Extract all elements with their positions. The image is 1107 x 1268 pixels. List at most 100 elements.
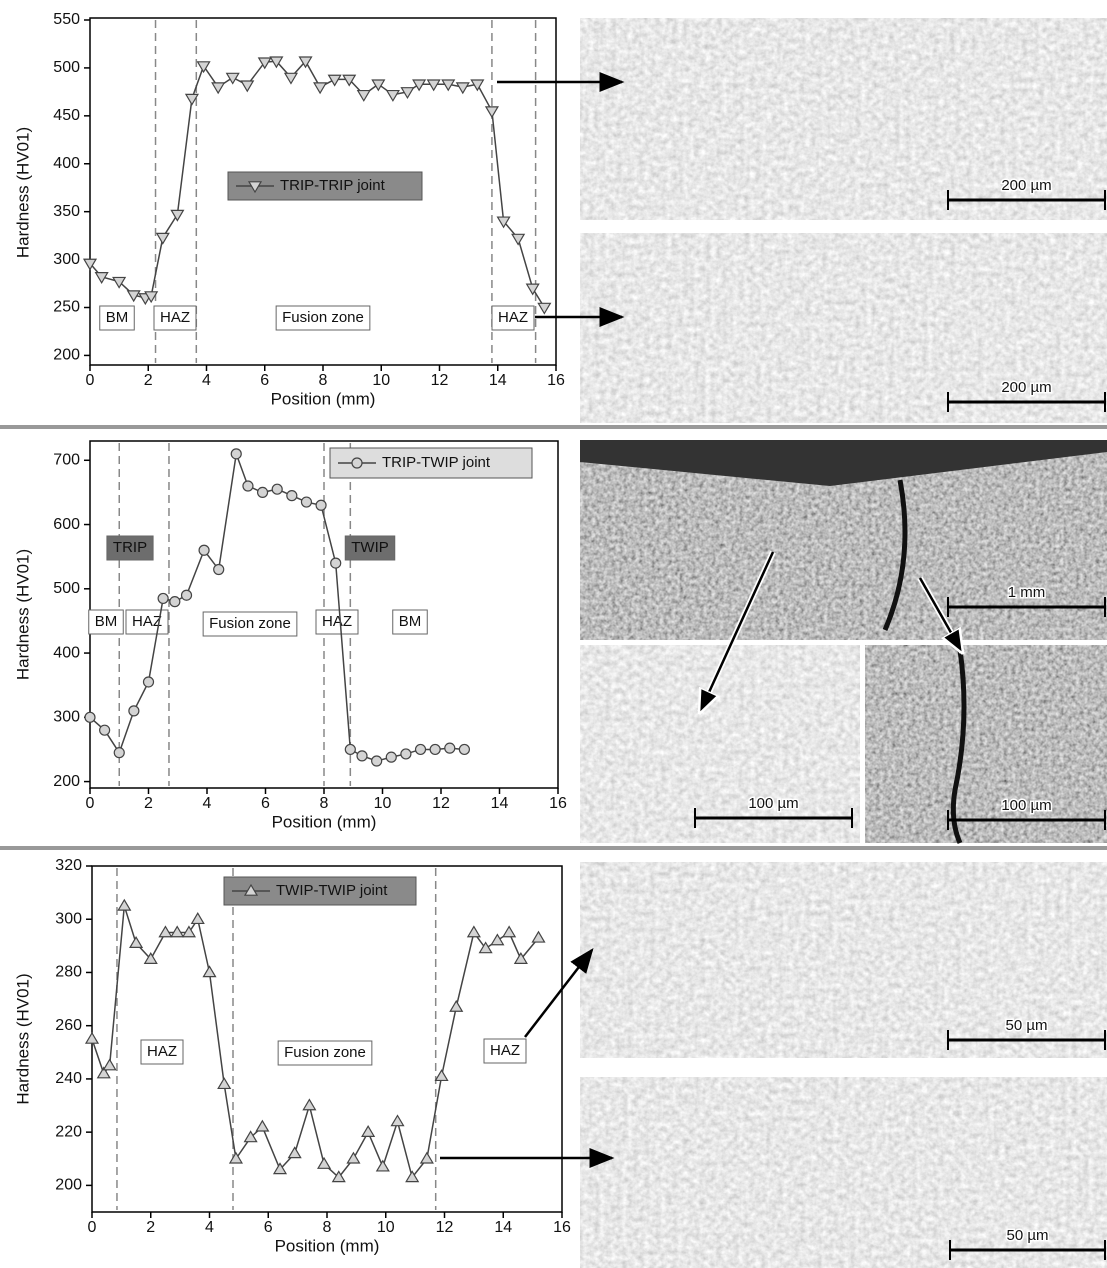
x-tick-label: 10 bbox=[377, 1219, 395, 1236]
x-tick-label: 14 bbox=[491, 795, 509, 812]
data-point bbox=[331, 558, 341, 568]
data-point bbox=[430, 744, 440, 754]
data-point bbox=[445, 743, 455, 753]
figure: 2002503003504004505005500246810121416Pos… bbox=[0, 0, 1107, 1268]
y-tick-label: 300 bbox=[53, 251, 80, 268]
separator bbox=[0, 846, 1107, 850]
y-tick-label: 300 bbox=[55, 910, 82, 927]
x-axis-label: Position (mm) bbox=[271, 389, 376, 408]
data-point bbox=[199, 545, 209, 555]
zone-label: BM bbox=[95, 613, 118, 630]
data-point bbox=[372, 756, 382, 766]
data-point bbox=[416, 744, 426, 754]
scale-label: 100 µm bbox=[1001, 797, 1051, 814]
zone-label: HAZ bbox=[490, 1042, 520, 1059]
data-point bbox=[386, 752, 396, 762]
data-point bbox=[287, 491, 297, 501]
zone-label: BM bbox=[106, 309, 129, 326]
x-tick-label: 8 bbox=[323, 1219, 332, 1236]
x-tick-label: 2 bbox=[144, 795, 153, 812]
data-point bbox=[357, 751, 367, 761]
x-tick-label: 0 bbox=[88, 1219, 97, 1236]
zone-label: HAZ bbox=[322, 613, 352, 630]
y-tick-label: 600 bbox=[53, 516, 80, 533]
x-tick-label: 4 bbox=[202, 372, 211, 389]
y-tick-label: 300 bbox=[53, 709, 80, 726]
zone-label: Fusion zone bbox=[284, 1044, 366, 1061]
x-tick-label: 14 bbox=[494, 1219, 512, 1236]
data-point bbox=[243, 481, 253, 491]
scale-label: 50 µm bbox=[1007, 1227, 1049, 1244]
y-tick-label: 250 bbox=[53, 299, 80, 316]
x-tick-label: 16 bbox=[547, 372, 565, 389]
data-point bbox=[182, 590, 192, 600]
zone-label: Fusion zone bbox=[209, 615, 291, 632]
x-tick-label: 6 bbox=[264, 1219, 273, 1236]
y-tick-label: 200 bbox=[55, 1177, 82, 1194]
zone-label: HAZ bbox=[147, 1043, 177, 1060]
x-tick-label: 0 bbox=[86, 372, 95, 389]
x-tick-label: 6 bbox=[260, 372, 269, 389]
y-tick-label: 260 bbox=[55, 1017, 82, 1034]
data-point bbox=[345, 744, 355, 754]
legend-label: TWIP-TWIP joint bbox=[276, 882, 388, 899]
y-tick-label: 280 bbox=[55, 964, 82, 981]
x-tick-label: 8 bbox=[319, 372, 328, 389]
scale-label: 50 µm bbox=[1006, 1017, 1048, 1034]
data-point bbox=[258, 487, 268, 497]
y-tick-label: 240 bbox=[55, 1070, 82, 1087]
zone-label: HAZ bbox=[160, 309, 190, 326]
y-tick-label: 450 bbox=[53, 107, 80, 124]
x-tick-label: 4 bbox=[203, 795, 212, 812]
legend-label: TRIP-TWIP joint bbox=[382, 454, 491, 471]
y-tick-label: 400 bbox=[53, 155, 80, 172]
y-axis-label: Hardness (HV01) bbox=[13, 549, 32, 680]
y-axis-label: Hardness (HV01) bbox=[13, 127, 32, 258]
x-tick-label: 14 bbox=[489, 372, 507, 389]
x-tick-label: 10 bbox=[372, 372, 390, 389]
data-point bbox=[170, 597, 180, 607]
x-tick-label: 12 bbox=[431, 372, 449, 389]
y-tick-label: 200 bbox=[53, 773, 80, 790]
y-axis-label: Hardness (HV01) bbox=[13, 973, 32, 1104]
scale-label: 100 µm bbox=[748, 795, 798, 812]
data-point bbox=[214, 565, 224, 575]
data-point bbox=[144, 677, 154, 687]
x-tick-label: 16 bbox=[553, 1219, 571, 1236]
x-tick-label: 8 bbox=[320, 795, 329, 812]
legend-label: TRIP-TRIP joint bbox=[280, 177, 386, 194]
data-point bbox=[158, 593, 168, 603]
separator bbox=[0, 425, 1107, 429]
data-point bbox=[272, 484, 282, 494]
data-point bbox=[100, 725, 110, 735]
zone-label: BM bbox=[399, 613, 422, 630]
data-point bbox=[85, 712, 95, 722]
x-tick-label: 4 bbox=[205, 1219, 214, 1236]
x-tick-label: 6 bbox=[261, 795, 270, 812]
x-tick-label: 2 bbox=[146, 1219, 155, 1236]
zone-label: Fusion zone bbox=[282, 309, 364, 326]
x-tick-label: 12 bbox=[436, 1219, 454, 1236]
x-axis-label: Position (mm) bbox=[272, 812, 377, 831]
zone-label: TRIP bbox=[113, 539, 147, 556]
y-tick-label: 700 bbox=[53, 451, 80, 468]
y-tick-label: 350 bbox=[53, 203, 80, 220]
scale-label: 200 µm bbox=[1001, 177, 1051, 194]
y-tick-label: 200 bbox=[53, 347, 80, 364]
data-point bbox=[459, 744, 469, 754]
data-point bbox=[129, 706, 139, 716]
y-tick-label: 550 bbox=[53, 11, 80, 28]
data-point bbox=[114, 748, 124, 758]
y-tick-label: 500 bbox=[53, 59, 80, 76]
x-axis-label: Position (mm) bbox=[275, 1236, 380, 1255]
x-tick-label: 12 bbox=[432, 795, 450, 812]
scale-label: 1 mm bbox=[1008, 584, 1046, 601]
x-tick-label: 2 bbox=[144, 372, 153, 389]
x-tick-label: 0 bbox=[86, 795, 95, 812]
legend-marker bbox=[352, 458, 362, 468]
data-point bbox=[301, 497, 311, 507]
zone-label: TWIP bbox=[351, 539, 389, 556]
y-tick-label: 400 bbox=[53, 644, 80, 661]
zone-label: HAZ bbox=[498, 309, 528, 326]
y-tick-label: 220 bbox=[55, 1123, 82, 1140]
